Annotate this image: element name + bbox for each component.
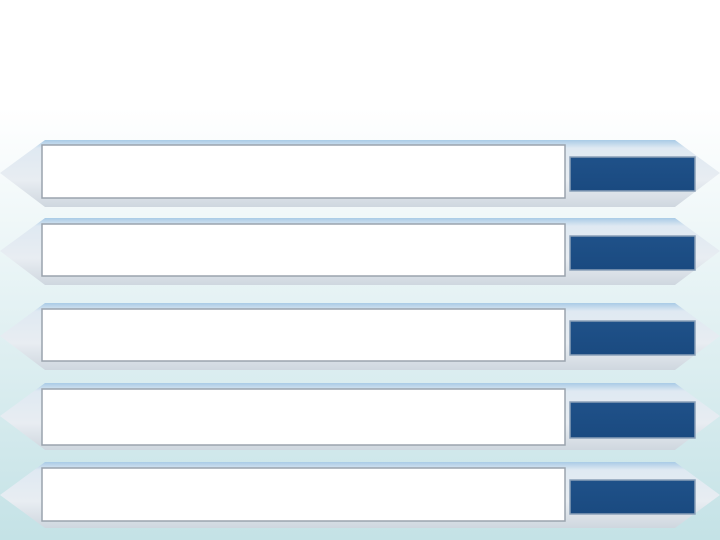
label-box [569, 235, 696, 271]
text-box [41, 467, 566, 522]
row [0, 218, 720, 285]
row [0, 303, 720, 370]
label-box [569, 320, 696, 356]
text-box [41, 388, 566, 446]
label-box [569, 401, 696, 439]
row [0, 462, 720, 528]
text-box [41, 223, 566, 277]
text-box [41, 308, 566, 362]
label-box [569, 479, 696, 515]
row [0, 383, 720, 450]
text-box [41, 144, 566, 199]
row [0, 140, 720, 207]
label-box [569, 156, 696, 192]
